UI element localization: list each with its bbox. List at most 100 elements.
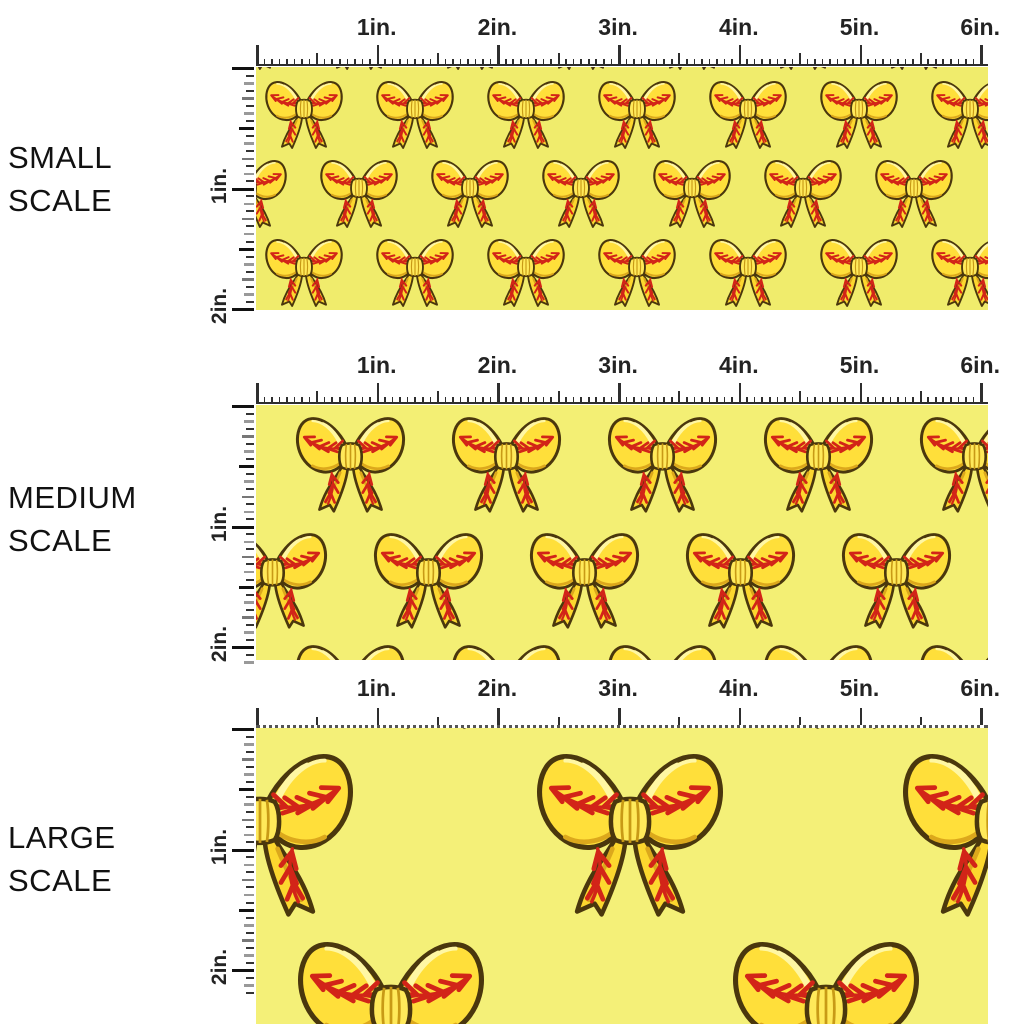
ruler-tick: [618, 45, 621, 66]
ruler-tick: [246, 270, 254, 273]
softball-bow-motif: [728, 925, 924, 1024]
vertical-inch-label: 2in.: [208, 949, 231, 986]
ruler-tick: [934, 397, 937, 404]
ruler-tick: [738, 383, 742, 404]
softball-bow-motif: [596, 74, 678, 159]
ruler-tick: [232, 525, 254, 529]
fabric-swatch-large-scale: [256, 728, 988, 1024]
inch-label: 6in.: [960, 14, 1000, 40]
ruler-tick: [753, 397, 756, 404]
ruler-tick: [919, 391, 922, 404]
ruler-tick: [897, 59, 899, 66]
inch-label: 2in.: [477, 675, 518, 701]
ruler-tick: [421, 397, 424, 404]
ruler-tick: [595, 397, 598, 404]
ruler-tick: [467, 59, 469, 66]
ruler-tick: [246, 886, 254, 889]
ruler-tick: [239, 248, 254, 251]
ruler-tick: [244, 924, 254, 927]
ruler-tick: [271, 397, 273, 404]
softball-bow-motif: [761, 407, 876, 527]
ruler-tick: [246, 871, 254, 874]
ruler-tick: [246, 563, 254, 566]
softball-bow-motif: [532, 737, 728, 941]
ruler-tick: [957, 59, 960, 66]
ruler-tick: [844, 59, 846, 66]
ruler-tick: [244, 510, 254, 514]
ruler-tick: [429, 59, 432, 66]
ruler-tick: [603, 397, 605, 404]
ruler-tick: [580, 59, 582, 66]
scale-label-medium: MEDIUM SCALE: [8, 476, 137, 562]
ruler-tick: [246, 901, 254, 904]
ruler-tick: [685, 397, 688, 404]
ruler-tick: [482, 397, 484, 404]
ruler-tick: [550, 59, 552, 66]
ruler-tick: [391, 59, 394, 66]
ruler-tick: [799, 717, 802, 725]
ruler-tick: [278, 397, 281, 404]
ruler-tick: [814, 397, 816, 404]
scale-label-line: SMALL: [8, 140, 113, 175]
softball-bow-motif: [256, 737, 358, 941]
ruler-tick: [784, 59, 786, 66]
ruler-tick: [919, 53, 922, 66]
ruler-tick: [557, 717, 560, 725]
inch-label: 3in.: [598, 675, 638, 701]
ruler-tick: [246, 856, 254, 859]
ruler-tick: [572, 397, 575, 404]
ruler-tick: [399, 397, 401, 404]
ruler-tick: [497, 45, 500, 66]
ruler-tick: [244, 540, 254, 544]
ruler-tick: [246, 427, 254, 430]
softball-bow-motif: [449, 635, 564, 660]
ruler-tick: [293, 59, 296, 66]
ruler-tick: [338, 59, 341, 66]
ruler-tick: [246, 412, 254, 415]
ruler-tick: [406, 397, 409, 404]
ruler-tick: [731, 59, 733, 66]
ruler-tick: [587, 397, 590, 404]
ruler-tick: [246, 653, 254, 656]
ruler-tick: [242, 495, 254, 499]
ruler-tick: [821, 397, 824, 404]
ruler-tick: [384, 397, 386, 404]
ruler-tick: [232, 646, 254, 650]
ruler-tick: [874, 59, 877, 66]
ruler-tick: [557, 53, 560, 66]
ruler-tick: [716, 397, 718, 404]
ruler-tick: [246, 195, 254, 198]
ruler-tick: [244, 172, 254, 176]
ruler-tick: [244, 570, 254, 574]
ruler-tick: [246, 810, 254, 813]
ruler-tick: [874, 397, 877, 404]
ruler-tick: [242, 97, 254, 100]
softball-bow-motif: [818, 74, 900, 159]
ruler-tick: [889, 397, 892, 404]
ruler-tick: [242, 435, 254, 438]
ruler-tick: [239, 788, 254, 791]
ruler-tick: [701, 59, 703, 66]
inch-label: 6in.: [960, 352, 1000, 378]
ruler-tick: [965, 59, 967, 66]
ruler-tick: [542, 397, 545, 404]
ruler-tick: [444, 397, 447, 404]
ruler-tick: [239, 465, 254, 468]
top-ruler-large-scale: [256, 725, 988, 728]
ruler-tick: [482, 59, 484, 66]
ruler-tick: [912, 397, 914, 404]
ruler-tick: [912, 59, 914, 66]
ruler-tick: [246, 931, 254, 934]
ruler-tick: [246, 225, 254, 228]
ruler-tick: [263, 397, 266, 404]
ruler-tick: [610, 59, 613, 66]
softball-bow-motif: [263, 74, 345, 159]
ruler-tick: [542, 59, 545, 66]
ruler-tick: [244, 263, 254, 266]
ruler-tick: [520, 397, 522, 404]
inch-label: 3in.: [598, 14, 638, 40]
ruler-tick: [618, 383, 621, 404]
ruler-tick: [244, 420, 254, 423]
ruler-tick: [256, 708, 259, 725]
